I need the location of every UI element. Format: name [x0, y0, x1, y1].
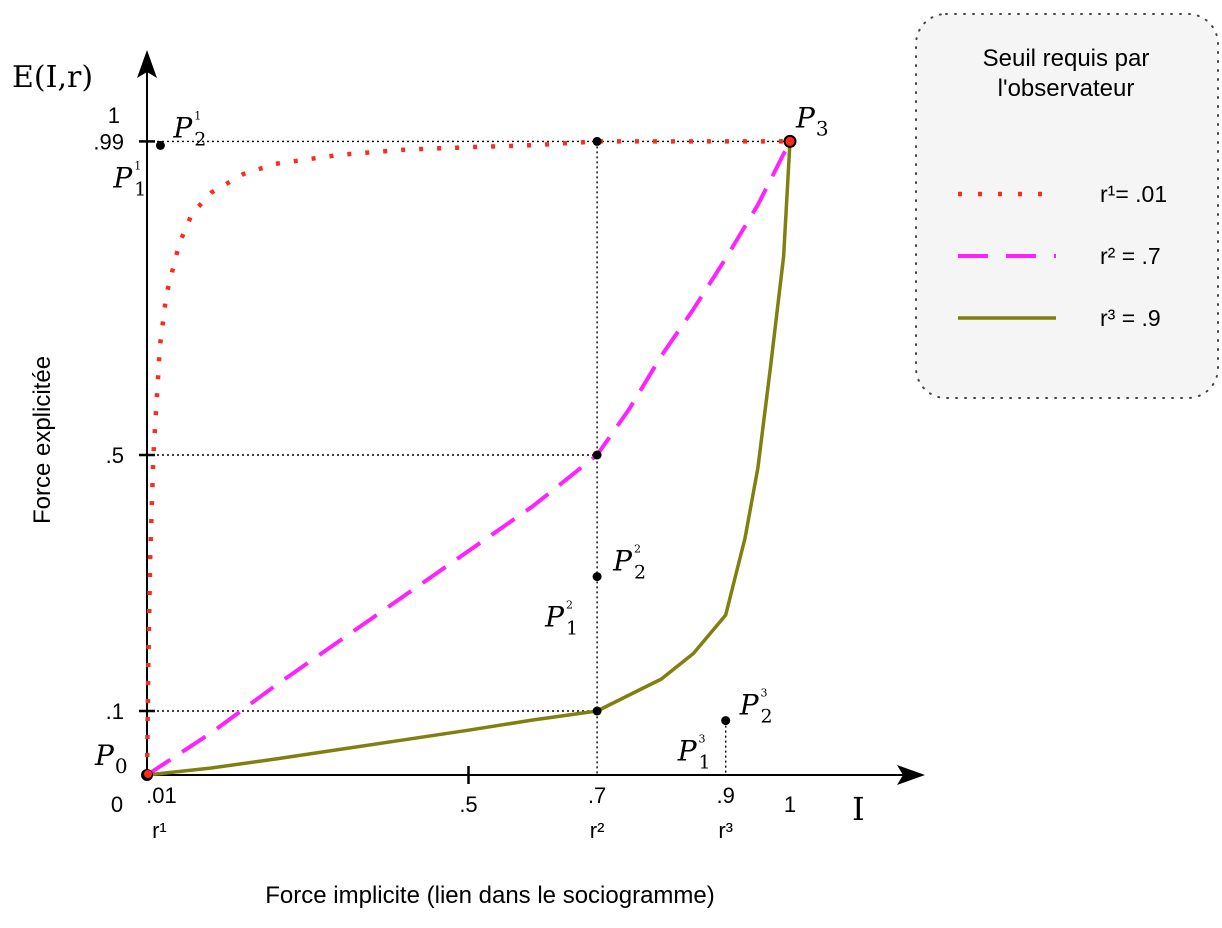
- x-tick-sub-label: r²: [590, 818, 605, 843]
- y-tick-label: 1: [108, 103, 120, 128]
- guide-marker: [592, 136, 602, 146]
- x-tick-sub-label: r³: [718, 818, 733, 843]
- point-label: P3: [795, 101, 829, 140]
- series-line-3: [145, 139, 792, 777]
- x-tick-label: .7: [588, 783, 606, 808]
- point-p0-dot-inner: [144, 770, 152, 778]
- x-tick-label: 0: [111, 792, 123, 817]
- x-tick-label: .9: [717, 783, 735, 808]
- x-tick-label: .5: [459, 792, 477, 817]
- series-line-1: [144, 139, 790, 776]
- legend-label-2: r² = .7: [1100, 243, 1161, 269]
- x-axis-label: Force implicite (lien dans le sociogramm…: [265, 882, 714, 909]
- y-axis-symbol: E(I,r): [12, 60, 93, 95]
- axes: [137, 50, 925, 785]
- guide-lines: [147, 140, 790, 775]
- y-axis-arrow: [137, 50, 157, 78]
- x-tick-sub-label: r¹: [152, 818, 167, 843]
- guide-marker: [592, 706, 602, 716]
- legend-title-line2: l'observateur: [998, 75, 1135, 102]
- y-axis-label: Force explicitée: [29, 356, 56, 524]
- point-p3-dot: [783, 134, 797, 148]
- legend-label-3: r³ = .9: [1100, 305, 1161, 331]
- legend-label-1: r¹= .01: [1100, 181, 1167, 207]
- point-dot: [155, 140, 165, 150]
- y-tick-label: .1: [106, 699, 124, 724]
- series-layer: [144, 139, 792, 777]
- series-line-2: [145, 140, 792, 777]
- points-layer: P0 P 1 1 P 1 2 P 2 1 P 2 2 P 3 1 P 3 2 P3: [94, 101, 829, 781]
- legend-entries: r¹= .01 r² = .7 r³ = .9: [958, 181, 1167, 331]
- x-axis-arrow: [897, 765, 925, 785]
- legend: Seuil requis par l'observateur r¹= .01 r²…: [915, 13, 1219, 399]
- guide-marker: [592, 450, 602, 460]
- legend-box: [915, 13, 1219, 399]
- x-axis-symbol: I: [852, 790, 865, 828]
- x-tick-label: .01: [146, 783, 177, 808]
- x-tick-label: 1: [784, 792, 796, 817]
- y-tick-label: .5: [106, 443, 124, 468]
- point-dot: [721, 716, 731, 726]
- point-dot: [592, 572, 602, 582]
- y-tick-label: .99: [93, 129, 124, 154]
- point-label: P0: [94, 739, 128, 778]
- legend-title-line1: Seuil requis par: [983, 45, 1150, 72]
